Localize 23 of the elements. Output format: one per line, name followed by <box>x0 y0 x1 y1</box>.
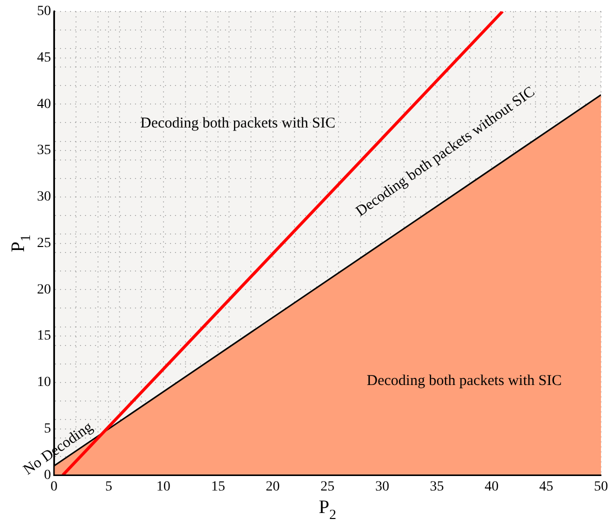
x-tick-label: 20 <box>266 479 280 494</box>
x-tick-label: 45 <box>539 479 554 494</box>
x-tick-label: 15 <box>211 479 226 494</box>
y-tick-label: 50 <box>37 4 51 20</box>
annotation: Decoding both packets with SIC <box>366 372 562 389</box>
y-tick-label: 45 <box>37 50 51 66</box>
x-tick-label: 5 <box>105 479 112 494</box>
y-tick-label: 35 <box>37 143 51 158</box>
y-tick-label: 25 <box>37 236 51 251</box>
y-tick-label: 40 <box>37 96 51 112</box>
x-tick-label: 50 <box>594 479 608 494</box>
y-tick-label: 20 <box>37 282 51 298</box>
y-tick-label: 0 <box>44 468 51 483</box>
y-tick-label: 15 <box>37 328 51 344</box>
y-tick-label: 10 <box>37 375 51 390</box>
x-tick-label: 25 <box>320 479 334 494</box>
x-tick-label: 10 <box>156 479 170 494</box>
x-tick-label: 35 <box>430 479 444 494</box>
x-tick-label: 40 <box>484 479 499 494</box>
annotation: Decoding both packets with SIC <box>140 115 336 132</box>
y-tick-label: 30 <box>37 190 51 205</box>
y-axis-title: P1 <box>8 234 34 252</box>
x-tick-label: 30 <box>375 479 390 494</box>
